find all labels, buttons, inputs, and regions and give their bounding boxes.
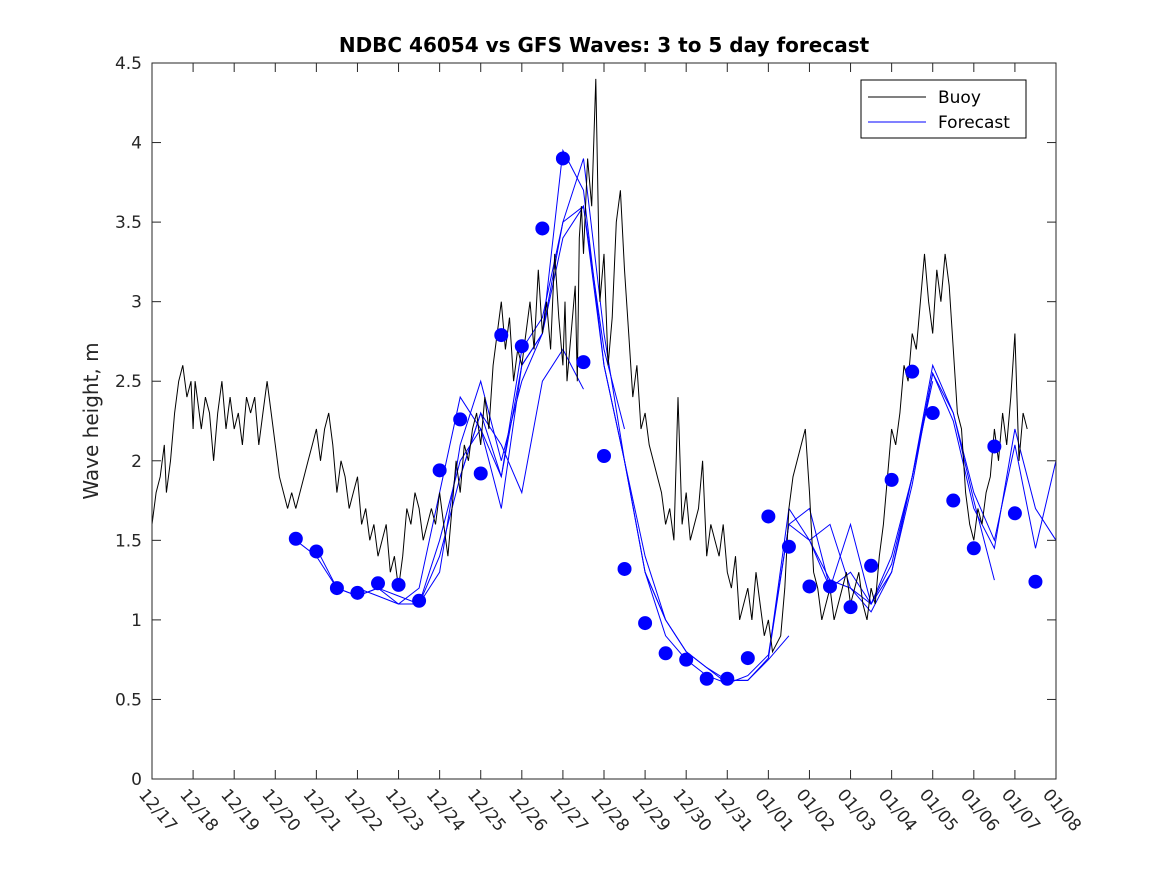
y-tick-label: 1.5 — [115, 531, 142, 551]
forecast-point — [884, 472, 899, 487]
forecast-point — [617, 561, 632, 576]
y-tick-label: 3 — [131, 293, 142, 313]
legend: Buoy Forecast — [860, 79, 1027, 139]
forecast-point — [494, 328, 509, 343]
y-tick-label: 2.5 — [115, 372, 142, 392]
forecast-point — [658, 646, 673, 661]
forecast-point — [761, 509, 776, 524]
forecast-point — [412, 593, 427, 608]
forecast-point — [371, 576, 385, 591]
forecast-point — [720, 671, 735, 686]
forecast-point — [699, 671, 714, 686]
forecast-point — [597, 449, 611, 464]
forecast-point — [391, 577, 406, 592]
y-tick-label: 3.5 — [115, 213, 142, 233]
y-tick-label: 0.5 — [115, 690, 142, 710]
forecast-point — [823, 579, 837, 594]
forecast-point — [987, 439, 1002, 454]
forecast-point — [473, 466, 488, 481]
y-tick-label: 1 — [131, 611, 142, 631]
forecast-point — [576, 355, 591, 370]
forecast-point — [802, 579, 817, 594]
forecast-point — [925, 406, 940, 421]
y-tick-label: 0 — [131, 770, 142, 790]
forecast-point — [843, 600, 858, 615]
plot-area — [151, 78, 1057, 686]
buoy-line — [151, 78, 1028, 654]
forecast-point — [535, 221, 550, 236]
legend-forecast-label: Forecast — [938, 113, 1010, 133]
forecast-point — [432, 463, 447, 478]
forecast-run-line — [418, 158, 728, 684]
forecast-point — [740, 651, 755, 666]
forecast-point — [966, 541, 981, 556]
forecast-point — [453, 412, 468, 427]
forecast-point — [679, 652, 694, 667]
y-tick-label: 4 — [131, 134, 142, 154]
forecast-point — [638, 616, 653, 631]
forecast-point — [309, 544, 324, 559]
forecast-point — [781, 539, 796, 554]
legend-box — [860, 79, 1027, 139]
forecast-point — [288, 531, 303, 546]
y-tick-label: 4.5 — [115, 54, 142, 74]
forecast-point — [329, 581, 344, 596]
forecast-point — [1028, 574, 1043, 589]
legend-buoy-label: Buoy — [938, 88, 981, 108]
y-axis-label: Wave height, m — [79, 342, 103, 499]
forecast-point — [514, 339, 529, 354]
forecast-point — [1007, 506, 1022, 521]
forecast-point — [946, 493, 961, 508]
forecast-point — [864, 558, 879, 573]
chart-title: NDBC 46054 vs GFS Waves: 3 to 5 day fore… — [339, 33, 870, 57]
forecast-run-line — [809, 363, 1057, 606]
y-tick-label: 2 — [131, 452, 142, 472]
forecast-point — [350, 585, 365, 600]
forecast-point — [905, 364, 920, 379]
forecast-point — [555, 151, 570, 166]
